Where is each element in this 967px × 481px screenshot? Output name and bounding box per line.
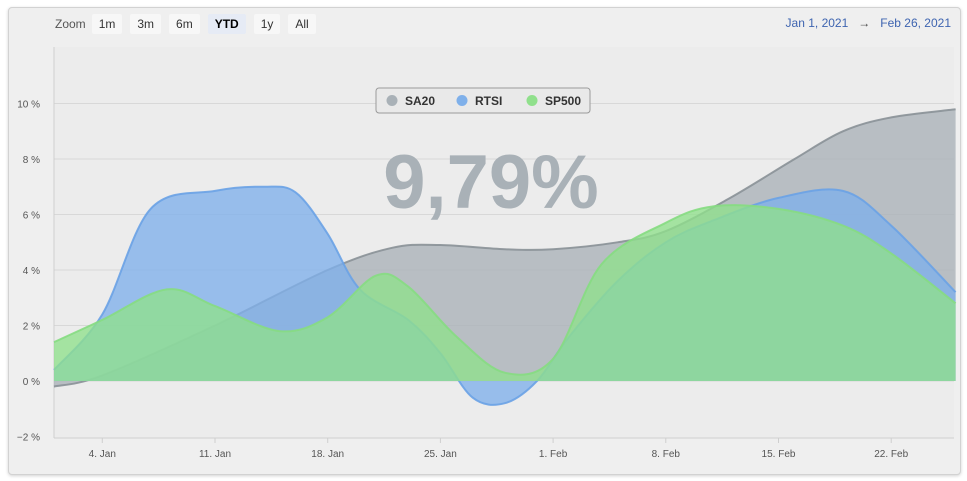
y-tick-label: 0 % xyxy=(23,377,40,388)
x-tick-label: 11. Jan xyxy=(199,449,231,460)
legend-label-rtsi: RTSI xyxy=(475,94,502,108)
x-tick-label: 25. Jan xyxy=(424,449,457,460)
legend-label-sa20: SA20 xyxy=(405,94,435,108)
x-tick-label: 1. Feb xyxy=(539,449,568,460)
zoom-button-1m[interactable]: 1m xyxy=(91,14,123,34)
legend-box xyxy=(375,87,591,114)
legend-marker-rtsi xyxy=(456,95,468,106)
zoom-button-1y[interactable]: 1y xyxy=(253,14,281,34)
y-tick-label: −2 % xyxy=(17,433,40,444)
zoom-button-6m[interactable]: 6m xyxy=(169,14,200,34)
zoom-button-3m[interactable]: 3m xyxy=(130,14,162,34)
y-tick-label: 6 % xyxy=(23,211,40,222)
zoom-label: Zoom xyxy=(55,17,86,31)
x-tick-label: 22. Feb xyxy=(874,449,908,460)
x-tick-label: 18. Jan xyxy=(311,449,344,460)
range-to-date[interactable]: Feb 26, 2021 xyxy=(880,16,951,30)
highlight-value: 9,79% xyxy=(383,140,599,225)
series-line-sp500 xyxy=(53,204,957,376)
legend-marker-sp500 xyxy=(526,95,538,106)
x-tick-label: 4. Jan xyxy=(89,449,116,460)
y-tick-label: 10 % xyxy=(17,100,40,111)
y-tick-label: 8 % xyxy=(23,155,40,166)
series-area-sp500 xyxy=(54,205,956,381)
x-tick-label: 8. Feb xyxy=(652,449,681,460)
range-from-date[interactable]: Jan 1, 2021 xyxy=(785,16,849,30)
series-line-rtsi xyxy=(53,185,957,406)
zoom-bar: Zoom 1m 3m 6m YTD 1y All xyxy=(55,14,324,34)
date-range: Jan 1, 2021 → Feb 26, 2021 xyxy=(786,16,951,30)
legend-marker-sa20 xyxy=(386,95,398,106)
y-tick-label: 2 % xyxy=(23,322,40,333)
zoom-button-ytd[interactable]: YTD xyxy=(207,14,246,34)
x-tick-label: 15. Feb xyxy=(762,449,796,460)
range-arrow: → xyxy=(858,16,871,30)
zoom-button-all[interactable]: All xyxy=(288,14,316,34)
legend-label-sp500: SP500 xyxy=(545,94,581,108)
y-tick-label: 4 % xyxy=(23,266,40,277)
